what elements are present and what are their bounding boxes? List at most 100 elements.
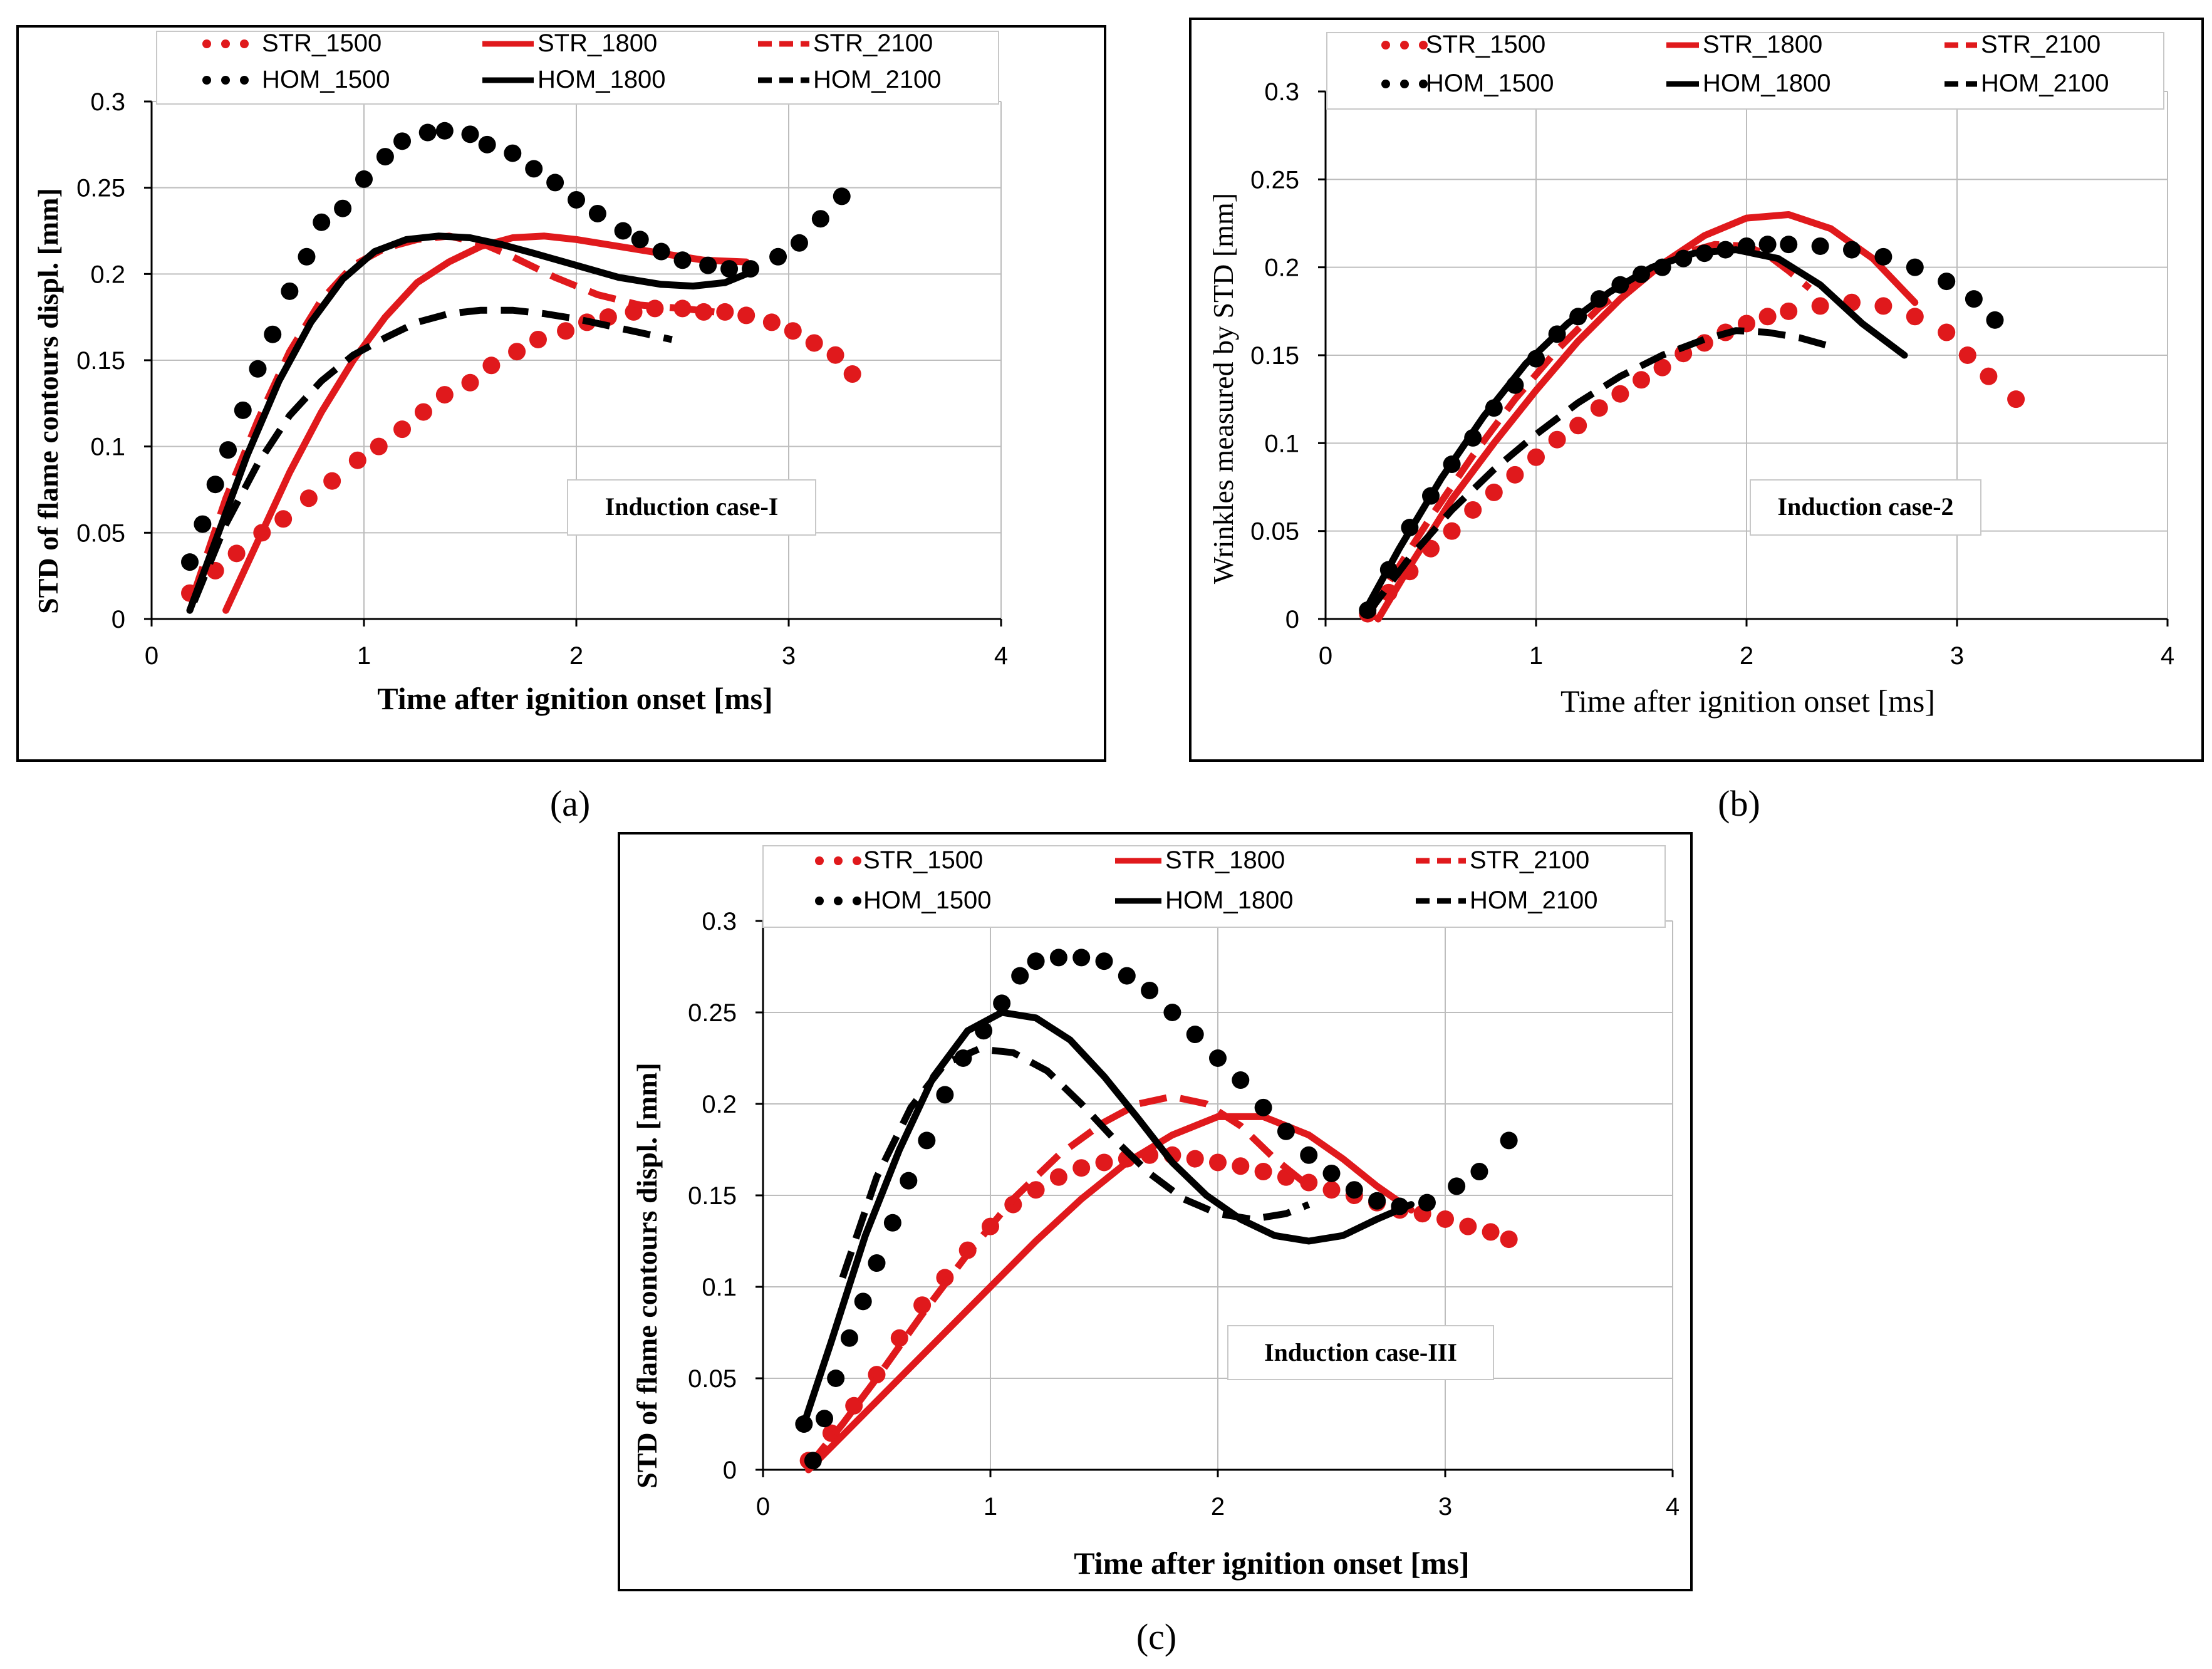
y-tick-label: 0.15 xyxy=(688,1182,737,1210)
point-str-1500 xyxy=(716,303,734,321)
panel-b-xlabel: Time after ignition onset [ms] xyxy=(1560,684,1935,719)
point-hom-1500 xyxy=(194,515,212,533)
panel-c-series xyxy=(795,949,1518,1474)
legend-label-hom-2100: HOM_2100 xyxy=(1470,886,1598,914)
point-hom-1500 xyxy=(393,132,412,150)
point-str-1500 xyxy=(913,1296,932,1314)
panel-b-tick-labels: 0 1 2 3 4 0 0.05 0.1 0.15 0.2 0.25 0.3 xyxy=(1250,78,2174,670)
panel-c-frame xyxy=(618,832,1693,1591)
legend-label-hom-1800: HOM_1800 xyxy=(1703,70,1831,97)
panel-b-ylabel: Wrinkles measured by STD [mm] xyxy=(1207,193,1239,584)
legend-swatch-str-1500 xyxy=(221,39,230,48)
y-tick-label: 0.05 xyxy=(688,1365,737,1393)
point-str-1500 xyxy=(1653,358,1671,377)
point-hom-1500 xyxy=(1095,952,1113,970)
point-hom-1500 xyxy=(1470,1163,1488,1181)
point-hom-1500 xyxy=(840,1329,858,1347)
point-hom-1500 xyxy=(868,1254,886,1272)
legend-label-str-1500: STR_1500 xyxy=(863,846,983,874)
point-hom-1500 xyxy=(936,1086,954,1104)
legend-swatch-str-1500 xyxy=(853,856,861,865)
point-str-1500 xyxy=(1548,430,1566,449)
point-hom-1500 xyxy=(1418,1193,1436,1212)
legend-swatch-str-1500 xyxy=(815,856,824,865)
point-str-1500 xyxy=(1811,297,1829,315)
x-tick-label: 0 xyxy=(1319,642,1332,670)
point-hom-1500 xyxy=(1277,1122,1295,1140)
point-hom-1500 xyxy=(546,174,564,192)
point-str-1500 xyxy=(1906,308,1924,326)
point-str-1500 xyxy=(557,322,575,340)
point-hom-1500 xyxy=(631,231,649,249)
x-tick-label: 1 xyxy=(1529,642,1543,670)
panel-c-axes xyxy=(756,920,1674,1477)
point-str-1500 xyxy=(1569,417,1587,435)
legend-label-hom-2100: HOM_2100 xyxy=(813,66,942,93)
point-hom-1500 xyxy=(206,476,224,494)
x-tick-label: 2 xyxy=(569,642,583,670)
point-hom-1500 xyxy=(1843,241,1861,259)
point-hom-1500 xyxy=(313,213,331,231)
point-str-1500 xyxy=(1095,1153,1113,1172)
y-tick-label: 0.1 xyxy=(702,1274,737,1301)
panel-a-grid xyxy=(152,101,1002,619)
y-tick-label: 0.2 xyxy=(702,1091,737,1118)
y-tick-label: 0.1 xyxy=(1264,430,1299,457)
panel-c-ylabel: STD of flame contours displ. [mm] xyxy=(631,1063,663,1489)
panel-a-tick-labels: 0 1 2 3 4 0 0.05 0.1 0.15 0.2 0.25 0.3 xyxy=(76,88,1008,670)
point-hom-1500 xyxy=(1141,981,1159,999)
point-str-1500 xyxy=(1027,1181,1045,1199)
panel-b-frame xyxy=(1189,18,2204,762)
legend-label-str-1800: STR_1800 xyxy=(1703,31,1822,58)
point-str-1500 xyxy=(414,403,432,421)
x-tick-label: 3 xyxy=(1438,1493,1452,1521)
point-hom-1500 xyxy=(264,325,282,343)
point-str-1500 xyxy=(1874,297,1893,315)
caption-b: (b) xyxy=(1718,783,1760,824)
point-hom-1500 xyxy=(588,204,606,222)
line-str-2100 xyxy=(806,1093,1311,1469)
panel-a-legend: STR_1500 STR_1800 STR_2100 HOM_1500 HOM_1800… xyxy=(156,29,999,105)
point-str-1500 xyxy=(1322,1181,1341,1199)
point-str-1500 xyxy=(1482,1223,1500,1241)
legend-swatch-hom-1500 xyxy=(240,76,249,85)
point-hom-1500 xyxy=(790,234,808,252)
point-hom-1500 xyxy=(1049,949,1067,967)
point-hom-1500 xyxy=(181,553,199,571)
line-str-2100 xyxy=(190,232,715,595)
point-str-1500 xyxy=(1464,501,1482,519)
point-hom-1500 xyxy=(652,242,670,261)
point-hom-1500 xyxy=(525,160,543,178)
point-hom-1500 xyxy=(1906,258,1924,276)
point-str-1500 xyxy=(1459,1217,1477,1235)
point-hom-1500 xyxy=(1368,1192,1386,1210)
point-hom-1500 xyxy=(1345,1181,1363,1199)
point-str-1500 xyxy=(843,365,861,383)
point-str-1500 xyxy=(1527,448,1545,466)
point-str-1500 xyxy=(695,303,713,321)
panel-b-grid xyxy=(1326,91,2168,619)
legend-label-str-1800: STR_1800 xyxy=(1165,846,1285,874)
legend-swatch-str-1500 xyxy=(1381,41,1390,49)
point-hom-1500 xyxy=(854,1292,872,1311)
legend-swatch-str-1500 xyxy=(240,39,249,48)
point-hom-1500 xyxy=(1965,290,1983,308)
point-hom-1500 xyxy=(673,251,692,269)
x-tick-label: 4 xyxy=(2161,642,2174,670)
line-hom-1800 xyxy=(1360,246,1908,618)
point-str-1500 xyxy=(1506,465,1524,484)
y-tick-label: 0.2 xyxy=(1264,254,1299,282)
point-str-1500 xyxy=(1300,1173,1318,1192)
panel-b-annotation: Induction case-2 xyxy=(1777,492,1953,521)
caption-c: (c) xyxy=(1136,1616,1176,1657)
point-str-1500 xyxy=(348,451,366,469)
point-str-1500 xyxy=(1485,483,1503,501)
legend-label-hom-1500: HOM_1500 xyxy=(1426,70,1554,97)
y-tick-label: 0 xyxy=(1285,606,1299,633)
legend-swatch-hom-1500 xyxy=(815,897,824,905)
point-hom-1500 xyxy=(720,260,739,278)
point-hom-1500 xyxy=(281,282,299,300)
panel-a-frame xyxy=(16,25,1106,762)
panel-b-annotation-box: Induction case-2 xyxy=(1750,479,1981,536)
